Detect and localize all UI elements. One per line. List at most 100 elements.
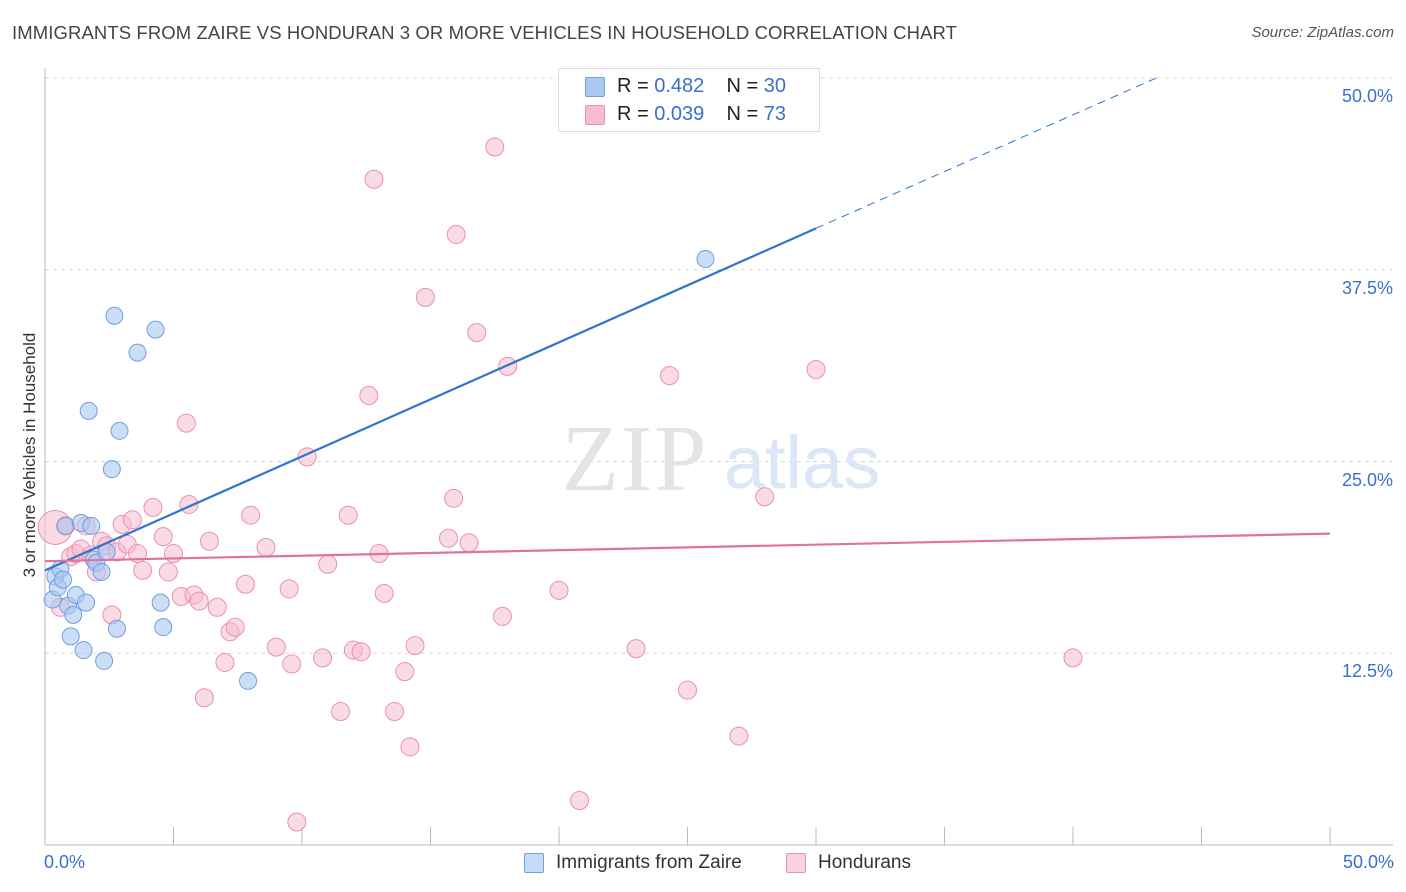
honduran-point: [282, 654, 302, 674]
honduran-point: [256, 537, 276, 557]
gridlines: [45, 77, 1393, 654]
honduran-point: [331, 702, 351, 722]
legend-text-zaire: R = 0.482 N = 30: [617, 75, 786, 98]
honduran-point: [153, 527, 173, 547]
honduran-point: [241, 505, 261, 525]
legend-swatch-hondurans: [585, 105, 605, 125]
legend-n-label: N =: [726, 103, 759, 125]
honduran-point: [194, 688, 214, 708]
zaire-point: [105, 306, 124, 325]
honduran-point: [235, 574, 255, 594]
honduran-point: [199, 531, 219, 551]
honduran-point: [415, 287, 435, 307]
honduran-point: [164, 544, 183, 564]
legend-swatch-zaire: [585, 77, 605, 97]
legend-r-value: 0.039: [654, 103, 705, 125]
zaire-point: [77, 593, 96, 612]
zaire-trend-line: [44, 227, 817, 572]
honduran-point: [570, 791, 590, 811]
honduran-point: [143, 498, 163, 518]
y-tick-label: 50.0%: [1341, 86, 1393, 106]
zaire-point: [61, 627, 80, 646]
hondurans-points: [37, 137, 1083, 832]
zaire-point: [696, 250, 715, 269]
zaire-point: [151, 593, 170, 612]
honduran-point: [405, 636, 425, 656]
trend-lines: [44, 77, 1331, 572]
y-tick-label: 25.0%: [1341, 469, 1393, 490]
legend-r-value: 0.482: [654, 75, 705, 97]
bottom-legend-label-zaire: Immigrants from Zaire: [556, 852, 742, 873]
zaire-point: [64, 605, 83, 624]
zaire-points: [43, 250, 715, 690]
zaire-point: [102, 460, 121, 479]
zaire-point: [128, 343, 147, 362]
honduran-point: [467, 323, 487, 343]
zaire-point: [82, 516, 101, 535]
bottom-legend-label-hondurans: Hondurans: [818, 852, 911, 873]
zaire-point: [95, 651, 114, 670]
y-tick-label: 12.5%: [1341, 661, 1393, 682]
zaire-point: [154, 618, 173, 637]
honduran-point: [485, 137, 505, 157]
watermark-atlas: atlas: [724, 421, 880, 504]
honduran-point: [678, 680, 697, 700]
zaire-trend-extension: [815, 77, 1157, 229]
honduran-trend-line: [44, 532, 1331, 563]
y-tick-label: 37.5%: [1341, 277, 1393, 298]
honduran-point: [395, 662, 415, 682]
honduran-point: [438, 528, 458, 548]
legend: R = 0.482 N = 30 R = 0.039 N = 73: [558, 68, 820, 132]
zaire-point: [56, 516, 75, 535]
honduran-point: [385, 702, 405, 722]
zaire-point: [107, 619, 126, 638]
honduran-point: [729, 726, 749, 746]
legend-r-label: R =: [617, 103, 649, 125]
honduran-point: [266, 637, 286, 657]
honduran-point: [351, 642, 371, 662]
honduran-point: [492, 606, 512, 626]
honduran-point: [133, 560, 153, 580]
axes: [44, 68, 1393, 846]
zaire-point: [146, 320, 165, 339]
source-label: Source: ZipAtlas.com: [1251, 24, 1394, 41]
honduran-point: [287, 812, 307, 832]
honduran-point: [359, 386, 379, 406]
honduran-point: [459, 533, 479, 553]
honduran-point: [806, 359, 826, 379]
honduran-point: [660, 366, 680, 386]
legend-r-label: R =: [617, 75, 649, 97]
x-tick-label: 50.0%: [1342, 852, 1394, 872]
honduran-point: [313, 648, 333, 668]
zaire-point: [239, 671, 258, 690]
honduran-point: [207, 597, 227, 617]
legend-text-hondurans: R = 0.039 N = 73: [617, 103, 786, 126]
honduran-point: [498, 356, 518, 376]
honduran-point: [189, 591, 209, 611]
honduran-point: [215, 652, 235, 672]
zaire-point: [92, 562, 111, 581]
honduran-point: [446, 224, 466, 244]
honduran-point: [400, 737, 420, 757]
honduran-point: [318, 554, 338, 574]
zaire-point: [110, 421, 129, 440]
watermark: ZIP atlas: [562, 407, 881, 511]
x-tick-label: 0.0%: [44, 852, 86, 872]
zaire-point: [74, 641, 93, 660]
zaire-point: [53, 570, 72, 589]
legend-n-label: N =: [726, 75, 759, 97]
chart-title: IMMIGRANTS FROM ZAIRE VS HONDURAN 3 OR M…: [12, 22, 958, 43]
legend-n-value: 73: [763, 103, 787, 125]
honduran-point: [279, 579, 299, 599]
honduran-point: [374, 583, 394, 603]
honduran-point: [549, 580, 569, 600]
honduran-point: [1063, 648, 1083, 668]
honduran-point: [755, 487, 775, 507]
zaire-point: [79, 401, 98, 420]
legend-n-value: 30: [763, 75, 787, 97]
honduran-point: [364, 169, 384, 189]
honduran-point: [122, 510, 142, 530]
bottom-legend-swatch-zaire: [524, 853, 544, 873]
honduran-point: [338, 505, 358, 525]
watermark-zip: ZIP: [562, 407, 709, 511]
